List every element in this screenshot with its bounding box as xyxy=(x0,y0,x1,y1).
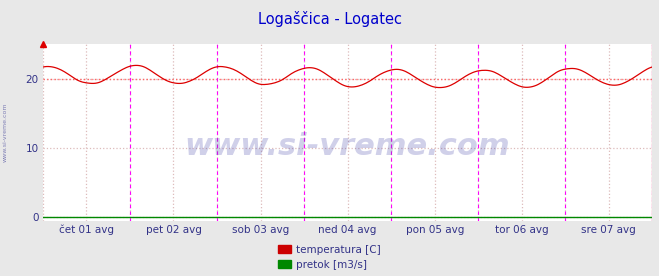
Text: Logaščica - Logatec: Logaščica - Logatec xyxy=(258,11,401,27)
Legend: temperatura [C], pretok [m3/s]: temperatura [C], pretok [m3/s] xyxy=(277,243,382,271)
Text: www.si-vreme.com: www.si-vreme.com xyxy=(185,132,511,161)
Text: www.si-vreme.com: www.si-vreme.com xyxy=(3,103,8,162)
